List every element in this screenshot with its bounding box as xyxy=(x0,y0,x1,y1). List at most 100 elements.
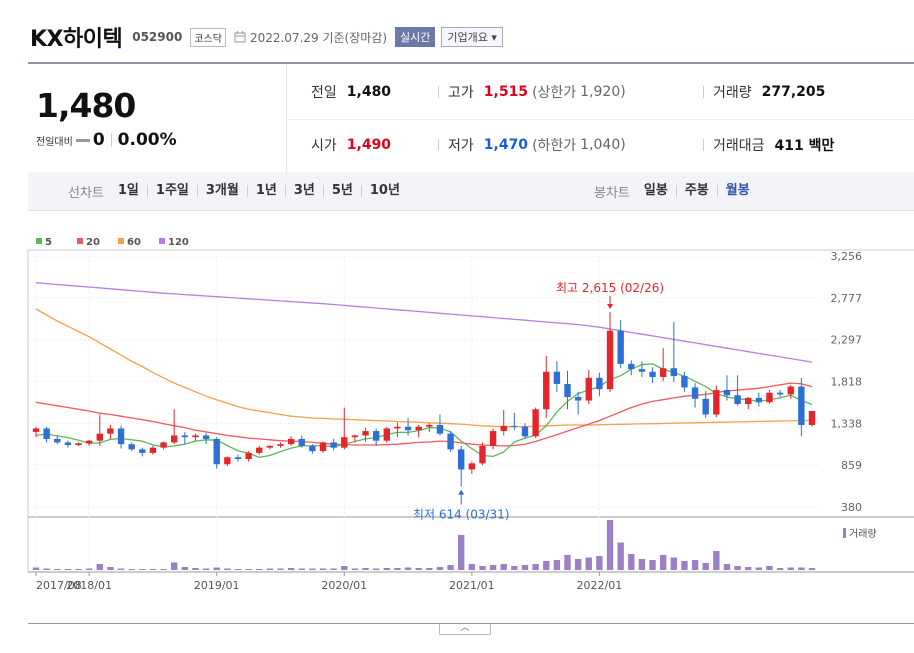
volume-bar xyxy=(256,569,263,570)
volume-bar xyxy=(426,568,433,570)
candle-body xyxy=(755,397,763,403)
price-summary: 1,480 전일대비 0 0.00% 전일 1,480 고가 1,515 (상한… xyxy=(28,62,914,175)
candle-body xyxy=(43,428,50,439)
upper-limit-label: (상한가 xyxy=(532,85,577,101)
line-chart-periods: 선차트 1일 1주일 3개월 1년 3년 5년 10년 xyxy=(68,172,408,210)
candle-period-tab-2[interactable]: 월봉 xyxy=(716,184,758,197)
volume-bar xyxy=(702,563,709,570)
line-period-tab-6[interactable]: 10년 xyxy=(360,184,408,197)
open-price: 시가 1,490 xyxy=(311,135,391,155)
no-change-icon xyxy=(75,138,90,142)
volume-bar xyxy=(107,567,114,570)
open-label: 시가 xyxy=(311,138,337,154)
line-period-tab-5[interactable]: 5년 xyxy=(322,184,361,197)
candle-body xyxy=(202,435,210,439)
volume-bar xyxy=(266,568,274,570)
volume-bar xyxy=(606,520,614,570)
candle-body xyxy=(436,424,444,434)
volume-bar xyxy=(617,542,624,570)
volume-bar xyxy=(287,568,295,570)
candle-body xyxy=(745,397,752,405)
volume-bar xyxy=(638,559,646,570)
amount-value: 411 백만 xyxy=(774,138,835,154)
collapse-chart-button[interactable]: ︿ xyxy=(439,624,491,635)
candle-body xyxy=(606,330,614,390)
low-label: 저가 xyxy=(448,138,474,154)
candle-body xyxy=(553,371,561,384)
divider xyxy=(438,86,439,98)
volume-bar xyxy=(202,568,210,570)
candle-body xyxy=(468,463,476,470)
volume-bar xyxy=(149,569,157,570)
candle-body xyxy=(713,390,720,415)
current-price: 1,480 xyxy=(36,86,136,125)
candle-chart-periods: 봉차트 일봉 주봉 월봉 xyxy=(594,172,758,210)
candle-body xyxy=(617,330,624,364)
candle-body xyxy=(415,426,422,431)
candle-body xyxy=(224,457,231,465)
line-period-tab-4[interactable]: 3년 xyxy=(284,184,323,197)
divider xyxy=(703,86,704,98)
candle-body xyxy=(32,428,40,432)
candle-body xyxy=(54,438,61,443)
legend-label: 20 xyxy=(86,237,100,248)
volume-bar xyxy=(64,569,72,570)
candle-body xyxy=(139,449,146,453)
ma20-line xyxy=(35,382,813,447)
volume-bar xyxy=(553,560,561,570)
change-label: 전일대비 xyxy=(36,136,73,148)
volume-bar xyxy=(755,567,763,570)
volume-bar xyxy=(85,568,93,570)
volume-bar xyxy=(479,566,486,570)
candle-body xyxy=(681,376,688,388)
volume-bar xyxy=(532,564,539,570)
volume-bar xyxy=(798,567,805,570)
candle-body xyxy=(702,398,709,415)
volume-bar xyxy=(277,568,284,570)
candle-body xyxy=(734,395,741,405)
line-period-tab-1[interactable]: 1주일 xyxy=(146,184,197,197)
y-tick-label: 2,777 xyxy=(831,292,863,305)
candle-body xyxy=(659,368,667,377)
volume-bar xyxy=(713,551,720,570)
volume-bar xyxy=(659,555,667,570)
candle-body xyxy=(309,445,316,452)
candle-body xyxy=(404,426,412,431)
candle-body xyxy=(787,386,794,395)
legend-swatch xyxy=(77,238,83,244)
volume-bar xyxy=(458,535,465,570)
volume-bar xyxy=(192,568,199,570)
stock-chart: 3,2562,7772,2971,8181,3388593802017/0820… xyxy=(27,237,914,592)
candle-body xyxy=(330,442,337,448)
volume-bar xyxy=(574,559,582,570)
candle-body xyxy=(107,428,114,434)
company-info-dropdown[interactable]: 기업개요 ▾ xyxy=(441,27,503,47)
volume-bar xyxy=(224,568,231,570)
realtime-button[interactable]: 실시간 xyxy=(395,27,436,47)
volume-bar xyxy=(341,566,348,570)
volume: 거래량 277,205 xyxy=(713,82,825,102)
volume-bar xyxy=(330,568,337,570)
line-period-tab-3[interactable]: 1년 xyxy=(246,184,285,197)
candle-body xyxy=(319,442,327,452)
candle-period-tab-0[interactable]: 일봉 xyxy=(643,183,668,198)
stock-code: 052900 xyxy=(132,30,183,44)
low-price: 저가 1,470 (하한가 1,040) xyxy=(448,135,626,155)
candle-body xyxy=(511,425,518,427)
candle-body xyxy=(362,431,369,436)
candle-period-tab-1[interactable]: 주봉 xyxy=(675,184,717,197)
volume-bar xyxy=(787,567,794,570)
volume-bar xyxy=(372,568,380,570)
candle-body xyxy=(628,363,635,370)
legend-swatch xyxy=(36,238,42,244)
prev-close: 전일 1,480 xyxy=(311,82,391,102)
stock-name: KX하이텍 xyxy=(30,27,123,52)
line-period-tab-2[interactable]: 3개월 xyxy=(196,184,247,197)
line-period-tab-0[interactable]: 1일 xyxy=(117,183,139,198)
volume-value: 277,205 xyxy=(761,84,826,100)
divider xyxy=(110,133,112,147)
volume-bar xyxy=(171,562,178,570)
volume-bar xyxy=(394,568,401,570)
calendar-icon xyxy=(234,31,246,43)
volume-bar xyxy=(383,568,390,570)
